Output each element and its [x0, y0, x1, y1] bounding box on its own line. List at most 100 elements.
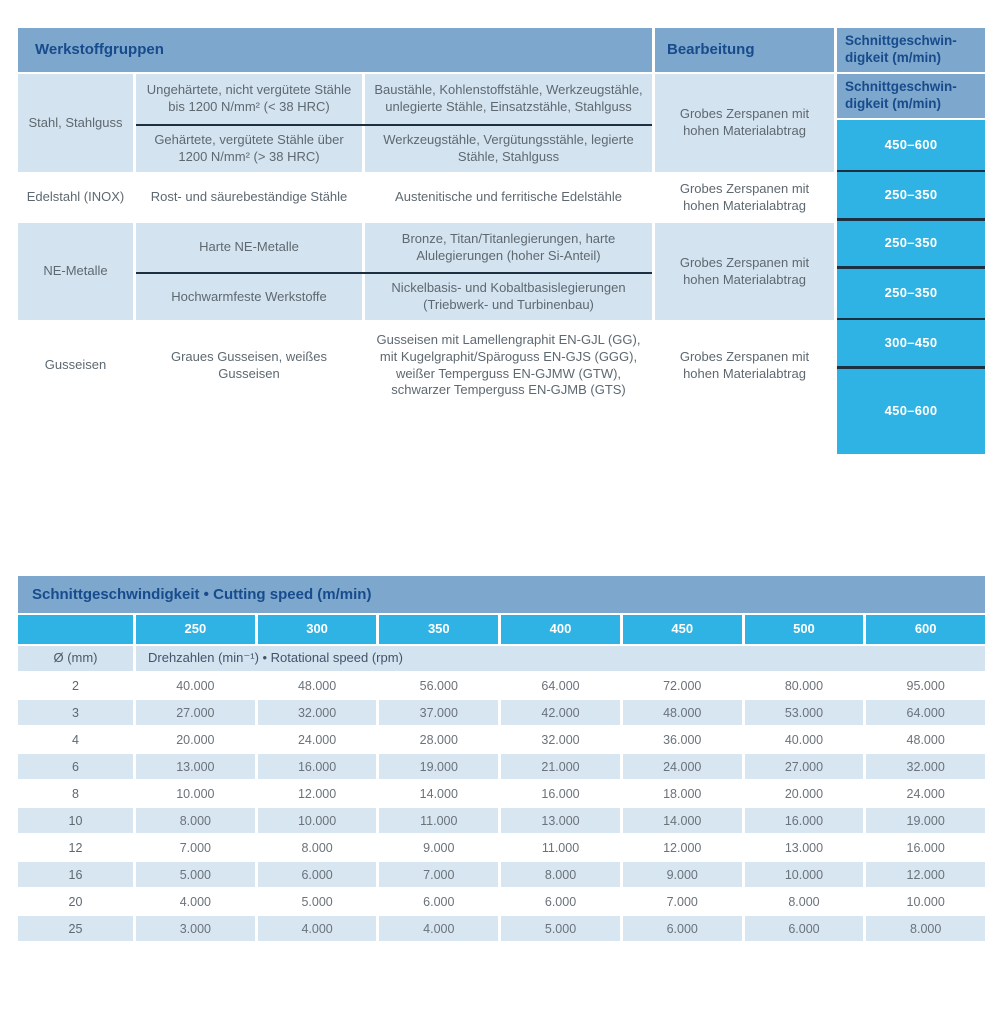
speed-range-cell: 250–350 — [837, 266, 985, 318]
rpm-value-cell: 13.000 — [744, 835, 864, 860]
rpm-value-cell: 53.000 — [744, 700, 864, 725]
rpm-value-cell: 8.000 — [866, 916, 986, 941]
rpm-value-cell: 24.000 — [622, 754, 742, 779]
rpm-value-cell: 9.000 — [622, 862, 742, 887]
rpm-value-cell: 21.000 — [501, 754, 620, 779]
rpm-value-cell: 11.000 — [501, 835, 620, 860]
section-rows: Rost- und säurebeständige Stähle Austeni… — [136, 175, 652, 220]
speed-column-header: Schnittgeschwin-digkeit (m/min) — [837, 74, 985, 118]
table-row: 20 4.000 5.000 6.000 6.000 7.000 8.000 10.000 — [18, 889, 986, 914]
rpm-value-cell: 40.000 — [136, 673, 255, 698]
table2-subheader-row: Ø (mm) Drehzahlen (min⁻¹) • Rotational s… — [18, 646, 985, 671]
speed-column-header-cell: 350 — [379, 615, 499, 644]
rpm-value-cell: 14.000 — [379, 781, 499, 806]
rpm-value-cell: 20.000 — [136, 727, 255, 752]
speed-column-header-cell: 300 — [257, 615, 377, 644]
group-cell: Gusseisen — [18, 323, 133, 408]
section-rows: Graues Gusseisen, weißes Gusseisen Gusse… — [136, 323, 652, 408]
table-row: 8 10.000 12.000 14.000 16.000 18.000 20.000 24.… — [18, 781, 986, 806]
speed-column: Schnittgeschwin-digkeit (m/min) 450–600 … — [837, 74, 985, 454]
section-edelstahl: Edelstahl (INOX) Rost- und säurebeständi… — [18, 175, 834, 220]
rpm-value-cell: 6.000 — [501, 889, 620, 914]
rpm-value-cell: 5.000 — [257, 889, 377, 914]
material-groups-header-row: Werkstoffgruppen Bearbeitung Schnittgesc… — [18, 28, 985, 72]
rpm-value-cell: 72.000 — [622, 673, 742, 698]
rpm-value-cell: 16.000 — [744, 808, 864, 833]
rpm-value-cell: 64.000 — [866, 700, 986, 725]
rpm-value-cell: 12.000 — [622, 835, 742, 860]
rpm-value-cell: 32.000 — [866, 754, 986, 779]
catalog-page: Werkstoffgruppen Bearbeitung Schnittgesc… — [0, 28, 1000, 1028]
rpm-value-cell: 12.000 — [257, 781, 377, 806]
rpm-value-cell: 27.000 — [744, 754, 864, 779]
rpm-value-cell: 36.000 — [622, 727, 742, 752]
rpm-value-cell: 19.000 — [866, 808, 986, 833]
rpm-value-cell: 56.000 — [379, 673, 499, 698]
rpm-value-cell: 6.000 — [379, 889, 499, 914]
table-row: 2 40.000 48.000 56.000 64.000 72.000 80.000 95.… — [18, 673, 986, 698]
table2-body: 2 40.000 48.000 56.000 64.000 72.000 80.000 95.… — [18, 673, 986, 941]
machining-cell: Grobes Zerspanen mit hohen Materialabtra… — [655, 175, 834, 220]
group-cell: Stahl, Stahlguss — [18, 74, 133, 172]
rpm-value-cell: 6.000 — [744, 916, 864, 941]
machining-cell: Grobes Zerspanen mit hohen Materialabtra… — [655, 323, 834, 408]
cutting-speed-header: Schnittgeschwin-digkeit (m/min) — [837, 28, 985, 72]
subgroup-cell: Graues Gusseisen, weißes Gusseisen — [136, 323, 362, 408]
rpm-value-cell: 28.000 — [379, 727, 499, 752]
diameter-cell: 2 — [18, 673, 133, 698]
speed-header-spacer-cell — [18, 615, 133, 644]
diameter-cell: 10 — [18, 808, 133, 833]
section-gusseisen: Gusseisen Graues Gusseisen, weißes Gusse… — [18, 323, 834, 408]
diameter-cell: 16 — [18, 862, 133, 887]
rpm-value-cell: 27.000 — [136, 700, 255, 725]
group-cell: Edelstahl (INOX) — [18, 175, 133, 220]
speed-range-cell: 250–350 — [837, 170, 985, 218]
rpm-value-cell: 14.000 — [622, 808, 742, 833]
material-row: Gehärtete, vergütete Stähle über 1200 N/… — [136, 124, 652, 172]
rpm-value-cell: 10.000 — [136, 781, 255, 806]
material-row: Graues Gusseisen, weißes Gusseisen Gusse… — [136, 323, 652, 408]
material-row: Harte NE-Metalle Bronze, Titan/Titanlegi… — [136, 223, 652, 272]
rpm-value-cell: 48.000 — [866, 727, 986, 752]
rpm-value-cell: 16.000 — [257, 754, 377, 779]
rpm-value-cell: 10.000 — [257, 808, 377, 833]
rpm-value-cell: 13.000 — [501, 808, 620, 833]
rpm-table: Schnittgeschwindigkeit • Cutting speed (… — [18, 576, 986, 941]
material-row: Rost- und säurebeständige Stähle Austeni… — [136, 175, 652, 220]
machining-cell: Grobes Zerspanen mit hohen Materialabtra… — [655, 223, 834, 320]
rpm-value-cell: 16.000 — [866, 835, 986, 860]
subgroup-cell: Gehärtete, vergütete Stähle über 1200 N/… — [136, 126, 362, 172]
diameter-cell: 12 — [18, 835, 133, 860]
rpm-value-cell: 48.000 — [257, 673, 377, 698]
rpm-value-cell: 7.000 — [622, 889, 742, 914]
table-row: 12 7.000 8.000 9.000 11.000 12.000 13.000 16.00… — [18, 835, 986, 860]
rpm-value-cell: 19.000 — [379, 754, 499, 779]
rpm-value-cell: 4.000 — [136, 889, 255, 914]
rpm-value-cell: 8.000 — [136, 808, 255, 833]
rpm-label: Drehzahlen (min⁻¹) • Rotational speed (r… — [136, 646, 985, 671]
diameter-cell: 6 — [18, 754, 133, 779]
rpm-value-cell: 10.000 — [744, 862, 864, 887]
rpm-value-cell: 16.000 — [501, 781, 620, 806]
rpm-value-cell: 10.000 — [866, 889, 986, 914]
speed-range-cell: 450–600 — [837, 366, 985, 454]
rpm-value-cell: 32.000 — [501, 727, 620, 752]
table-row: 25 3.000 4.000 4.000 5.000 6.000 6.000 8.000 — [18, 916, 986, 941]
table2-speed-header-row: 250 300 350 400 450 500 600 — [18, 615, 986, 644]
diameter-cell: 20 — [18, 889, 133, 914]
diameter-cell: 3 — [18, 700, 133, 725]
material-row: Ungehärtete, nicht vergütete Stähle bis … — [136, 74, 652, 124]
material-row: Hochwarmfeste Werkstoffe Nickelbasis- un… — [136, 272, 652, 320]
rpm-value-cell: 37.000 — [379, 700, 499, 725]
rpm-value-cell: 5.000 — [501, 916, 620, 941]
description-cell: Nickelbasis- und Kobaltbasislegierungen … — [365, 274, 652, 320]
rpm-value-cell: 24.000 — [257, 727, 377, 752]
table-row: 16 5.000 6.000 7.000 8.000 9.000 10.000 12.000 — [18, 862, 986, 887]
speed-column-header-cell: 400 — [501, 615, 620, 644]
rpm-value-cell: 4.000 — [379, 916, 499, 941]
section-rows: Harte NE-Metalle Bronze, Titan/Titanlegi… — [136, 223, 652, 320]
section-ne-metalle: NE-Metalle Harte NE-Metalle Bronze, Tita… — [18, 223, 834, 320]
rpm-value-cell: 4.000 — [257, 916, 377, 941]
rpm-value-cell: 11.000 — [379, 808, 499, 833]
speed-column-header-cell: 250 — [136, 615, 255, 644]
